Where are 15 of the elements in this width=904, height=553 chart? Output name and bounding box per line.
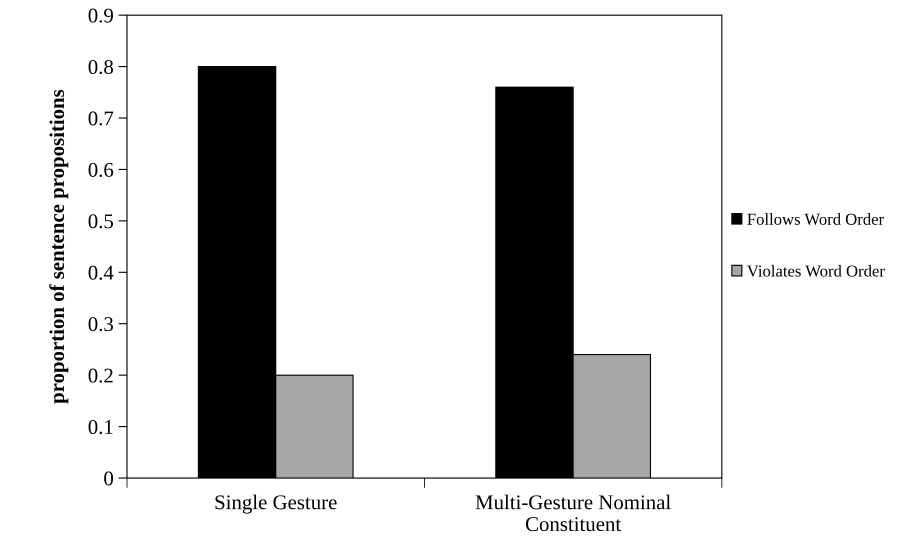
y-tick-label: 0.6 (88, 162, 114, 177)
y-tick-label: 0.1 (88, 420, 113, 434)
y-tick-label: 0.4 (88, 266, 114, 280)
y-tick-label: 0.9 (88, 8, 113, 23)
y-tick-label: 0.8 (88, 60, 114, 74)
y-tick-label: 0.5 (88, 214, 114, 228)
y-tick-label: 0.3 (88, 317, 114, 332)
y-tick-label: 0 (104, 471, 114, 486)
y-tick-label: 0.7 (88, 111, 114, 126)
legend-label: Violates Word Order (747, 264, 885, 277)
y-tick-label: 0.2 (88, 368, 113, 383)
x-tick-label: Single Gesture (215, 494, 337, 514)
y-axis-title: proportion of sentence propositions (49, 90, 68, 404)
legend-label: Follows Word Order (747, 213, 884, 225)
x-tick-label: Multi-Gesture Nominal Constituent (476, 494, 671, 532)
